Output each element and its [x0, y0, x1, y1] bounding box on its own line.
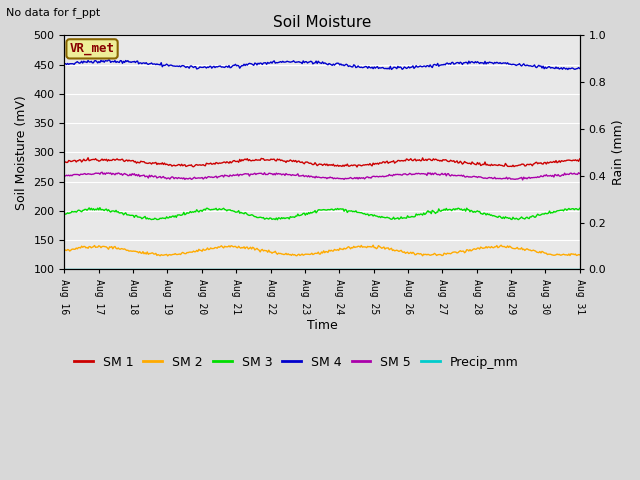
Y-axis label: Soil Moisture (mV): Soil Moisture (mV): [15, 95, 28, 210]
X-axis label: Time: Time: [307, 319, 337, 332]
Text: No data for f_ppt: No data for f_ppt: [6, 7, 100, 18]
Y-axis label: Rain (mm): Rain (mm): [612, 120, 625, 185]
Title: Soil Moisture: Soil Moisture: [273, 15, 371, 30]
Text: VR_met: VR_met: [70, 42, 115, 55]
Legend: SM 1, SM 2, SM 3, SM 4, SM 5, Precip_mm: SM 1, SM 2, SM 3, SM 4, SM 5, Precip_mm: [69, 351, 524, 373]
